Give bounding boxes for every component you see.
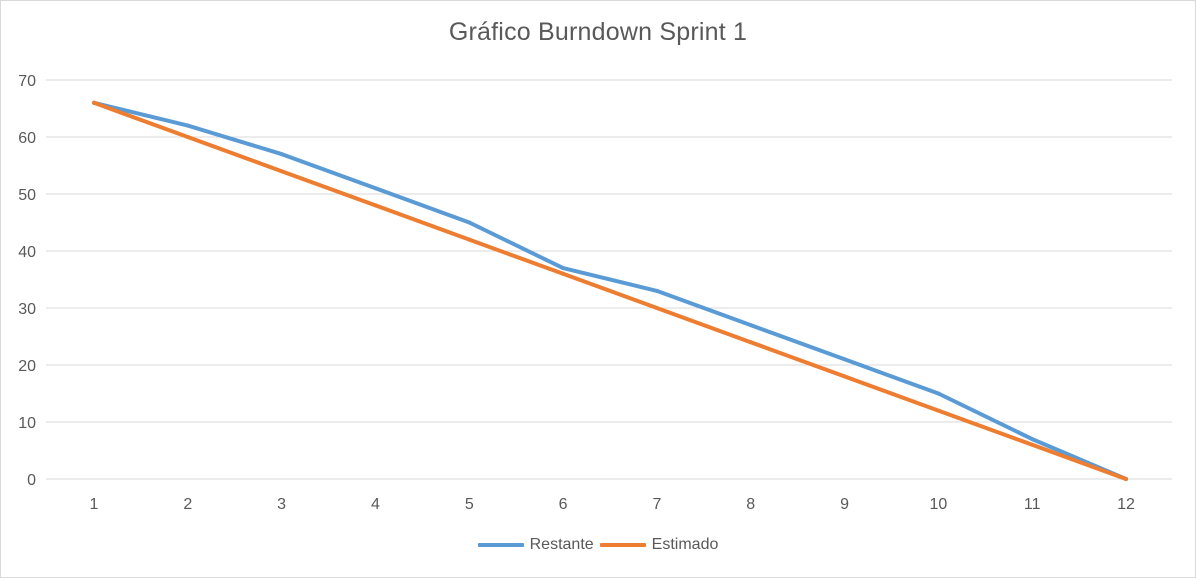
data-point-estimado bbox=[373, 203, 378, 208]
legend-label-restante: Restante bbox=[529, 536, 594, 553]
y-tick-label: 50 bbox=[18, 187, 36, 204]
data-point-estimado bbox=[279, 169, 284, 174]
x-tick-label: 10 bbox=[929, 496, 947, 513]
legend: Restante Estimado bbox=[0, 536, 1196, 554]
x-tick-label: 1 bbox=[90, 496, 99, 513]
y-tick-label: 40 bbox=[18, 244, 36, 261]
gridlines bbox=[46, 79, 1172, 480]
legend-item-estimado: Estimado bbox=[599, 536, 719, 554]
series-lines bbox=[92, 100, 1128, 481]
data-point-estimado bbox=[92, 100, 96, 105]
y-tick-label: 0 bbox=[27, 472, 36, 489]
x-tick-label: 2 bbox=[183, 496, 192, 513]
legend-swatch-restante bbox=[477, 543, 524, 547]
data-point-restante bbox=[185, 123, 190, 128]
data-point-restante bbox=[842, 357, 847, 362]
data-point-restante bbox=[373, 186, 378, 191]
data-point-estimado bbox=[185, 135, 190, 139]
data-point-estimado bbox=[936, 408, 941, 413]
x-tick-label: 12 bbox=[1117, 496, 1135, 513]
data-point-restante bbox=[748, 323, 753, 328]
x-tick-label: 4 bbox=[371, 496, 380, 513]
legend-swatch-estimado bbox=[599, 543, 646, 547]
y-tick-label: 10 bbox=[18, 415, 36, 432]
x-tick-label: 6 bbox=[559, 496, 568, 513]
data-point-estimado bbox=[748, 340, 753, 345]
x-tick-label: 11 bbox=[1024, 496, 1041, 513]
x-tick-label: 3 bbox=[277, 496, 286, 513]
y-tick-label: 20 bbox=[18, 358, 36, 375]
data-point-restante bbox=[936, 391, 941, 396]
y-tick-label: 70 bbox=[18, 73, 36, 90]
legend-item-restante: Restante bbox=[477, 536, 594, 554]
data-point-estimado bbox=[1030, 442, 1035, 447]
x-tick-label: 5 bbox=[465, 496, 474, 513]
data-point-estimado bbox=[467, 237, 472, 242]
data-point-estimado bbox=[1124, 477, 1128, 481]
series-line-estimado bbox=[92, 100, 1128, 481]
legend-label-estimado: Estimado bbox=[651, 536, 719, 553]
x-axis-ticks: 1 2 3 4 5 6 7 8 9 10 11 12 bbox=[90, 496, 1135, 513]
data-point-restante bbox=[279, 152, 284, 157]
y-tick-label: 60 bbox=[18, 130, 36, 147]
y-axis-ticks: 0 10 20 30 40 50 60 70 bbox=[18, 73, 36, 489]
x-tick-label: 7 bbox=[652, 496, 661, 513]
data-point-restante bbox=[654, 288, 659, 293]
data-point-restante bbox=[467, 220, 472, 225]
series-line-restante bbox=[92, 100, 1128, 481]
data-point-restante bbox=[561, 266, 566, 271]
data-point-restante bbox=[1030, 437, 1035, 442]
y-tick-label: 30 bbox=[18, 301, 36, 318]
x-tick-label: 8 bbox=[746, 496, 755, 513]
x-tick-label: 9 bbox=[840, 496, 849, 513]
chart-title: Gráfico Burndown Sprint 1 bbox=[448, 18, 748, 46]
data-point-estimado bbox=[654, 306, 659, 310]
data-point-estimado bbox=[561, 271, 566, 276]
data-point-estimado bbox=[842, 374, 847, 379]
